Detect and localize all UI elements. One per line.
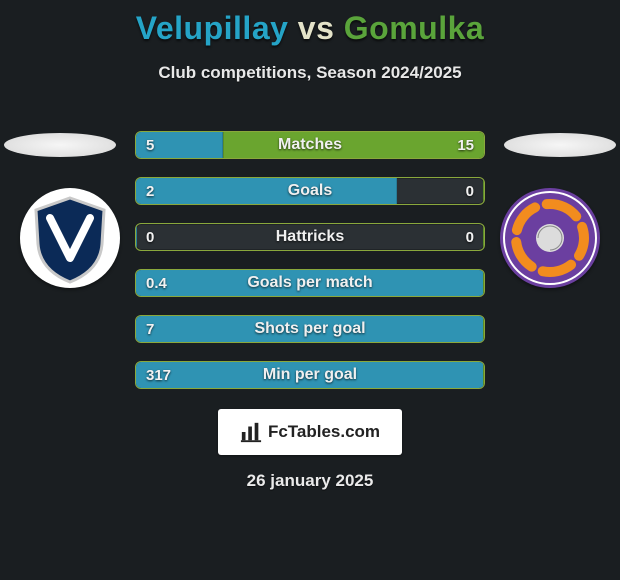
stat-label: Min per goal (136, 362, 484, 388)
player-right-platform-oval (504, 133, 616, 157)
stat-label: Goals per match (136, 270, 484, 296)
fctables-watermark: FcTables.com (218, 409, 402, 455)
stat-row: 515Matches (135, 131, 485, 159)
chart-bars-icon (240, 421, 262, 443)
player-right-name: Gomulka (344, 10, 484, 46)
stat-row: 317Min per goal (135, 361, 485, 389)
stat-row: 7Shots per goal (135, 315, 485, 343)
stat-bars: 515Matches 20Goals 00Hattricks 0.4Goals per… (135, 131, 485, 389)
stat-label: Hattricks (136, 224, 484, 250)
stat-label: Shots per goal (136, 316, 484, 342)
team-left-crest (20, 188, 120, 288)
vs-text: vs (298, 10, 335, 46)
date-text: 26 january 2025 (0, 471, 620, 491)
player-left-platform-oval (4, 133, 116, 157)
comparison-arena: 515Matches 20Goals 00Hattricks 0.4Goals per… (0, 113, 620, 393)
stat-row: 20Goals (135, 177, 485, 205)
stat-label: Goals (136, 178, 484, 204)
melbourne-victory-icon (20, 188, 120, 288)
subtitle: Club competitions, Season 2024/2025 (0, 63, 620, 83)
stat-label: Matches (136, 132, 484, 158)
page-title: Velupillay vs Gomulka (0, 0, 620, 47)
team-right-crest (500, 188, 600, 288)
stat-row: 0.4Goals per match (135, 269, 485, 297)
watermark-text: FcTables.com (268, 422, 380, 442)
perth-glory-icon (500, 188, 600, 288)
player-left-name: Velupillay (136, 10, 289, 46)
stat-row: 00Hattricks (135, 223, 485, 251)
